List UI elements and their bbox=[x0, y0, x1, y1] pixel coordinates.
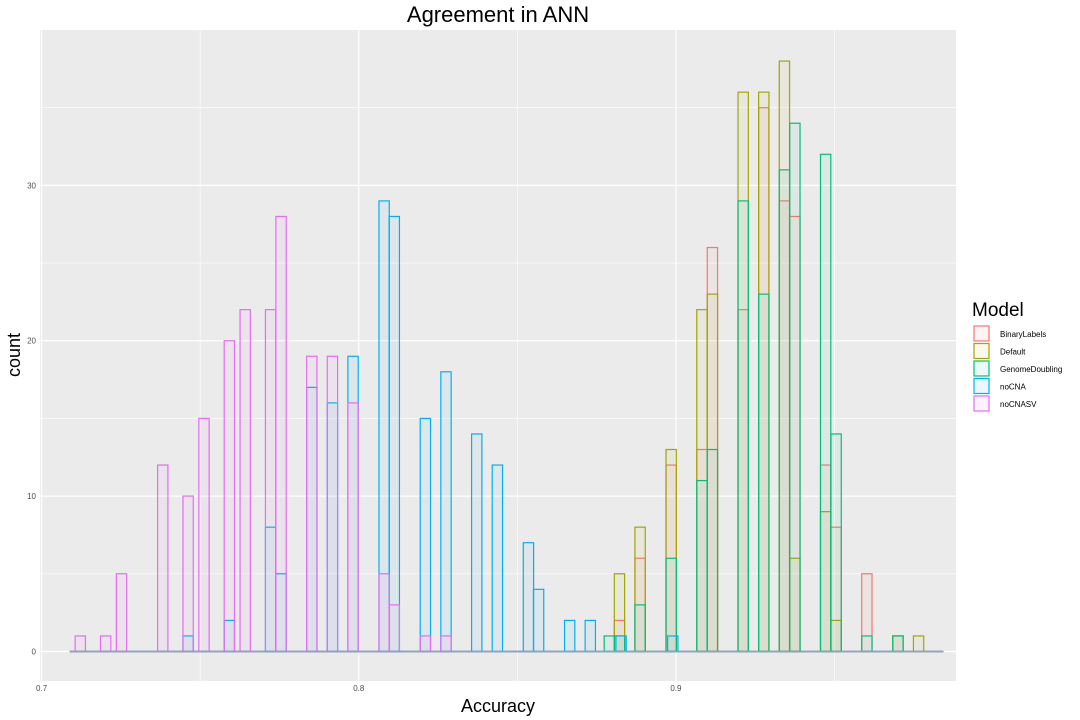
bar bbox=[667, 635, 679, 653]
bar bbox=[522, 542, 535, 653]
bar bbox=[388, 604, 401, 653]
bars-layer bbox=[74, 60, 925, 653]
bar bbox=[758, 293, 770, 653]
legend-label: Default bbox=[1000, 348, 1026, 357]
x-tick-label: 0.9 bbox=[670, 684, 682, 693]
bar bbox=[584, 619, 597, 653]
legend-key bbox=[973, 395, 990, 412]
bar bbox=[789, 122, 801, 653]
x-tick-label: 0.8 bbox=[353, 684, 365, 693]
bar bbox=[156, 464, 169, 653]
bar bbox=[99, 635, 112, 653]
y-axis-title: count bbox=[4, 333, 24, 377]
bar bbox=[861, 635, 873, 653]
y-tick-label: 20 bbox=[27, 337, 36, 346]
bar bbox=[912, 635, 925, 653]
y-tick-label: 30 bbox=[27, 181, 36, 190]
bar bbox=[74, 635, 87, 653]
bar bbox=[892, 635, 904, 653]
bar bbox=[603, 635, 616, 653]
x-tick-label: 0.7 bbox=[36, 684, 48, 693]
bar bbox=[532, 588, 545, 653]
bar bbox=[275, 215, 287, 653]
bar bbox=[819, 153, 832, 653]
bar bbox=[378, 573, 390, 653]
bar bbox=[419, 417, 432, 653]
legend-label: GenomeDoubling bbox=[1000, 365, 1062, 374]
y-tick-label: 0 bbox=[32, 647, 37, 656]
bar bbox=[563, 619, 576, 653]
bar bbox=[830, 433, 842, 653]
bar bbox=[306, 355, 318, 653]
x-axis: 0.7 0.8 0.9 bbox=[36, 684, 682, 693]
chart-title: Agreement in ANN bbox=[407, 2, 589, 27]
legend-key bbox=[973, 325, 990, 342]
bar bbox=[182, 495, 194, 653]
bar bbox=[634, 604, 646, 653]
bar bbox=[388, 215, 401, 653]
bar bbox=[115, 573, 128, 653]
y-tick-label: 10 bbox=[27, 492, 36, 501]
bar bbox=[326, 355, 339, 653]
y-axis: 0 10 20 30 bbox=[27, 181, 36, 656]
bar bbox=[264, 309, 277, 653]
bar bbox=[239, 309, 251, 653]
legend-key bbox=[973, 360, 990, 377]
legend-label: BinaryLabels bbox=[1000, 330, 1046, 339]
bar bbox=[615, 635, 627, 653]
bar bbox=[706, 448, 719, 653]
bar bbox=[470, 433, 483, 653]
bar bbox=[440, 635, 452, 653]
bar bbox=[737, 200, 749, 653]
legend-key bbox=[973, 342, 990, 360]
legend: Model BinaryLabels Default GenomeDoubling n… bbox=[972, 300, 1062, 412]
bar bbox=[223, 340, 236, 653]
x-axis-title: Accuracy bbox=[461, 696, 535, 716]
bar bbox=[198, 417, 210, 653]
legend-label: noCNA bbox=[1000, 383, 1026, 392]
bar bbox=[347, 402, 359, 653]
bar bbox=[696, 479, 708, 653]
legend-title: Model bbox=[972, 300, 1024, 321]
plot-panel bbox=[40, 30, 956, 681]
legend-label: noCNASV bbox=[1000, 400, 1037, 409]
bar bbox=[440, 371, 452, 653]
bar bbox=[778, 169, 791, 653]
bar bbox=[419, 635, 432, 653]
bar bbox=[491, 464, 504, 653]
legend-key bbox=[973, 377, 990, 395]
